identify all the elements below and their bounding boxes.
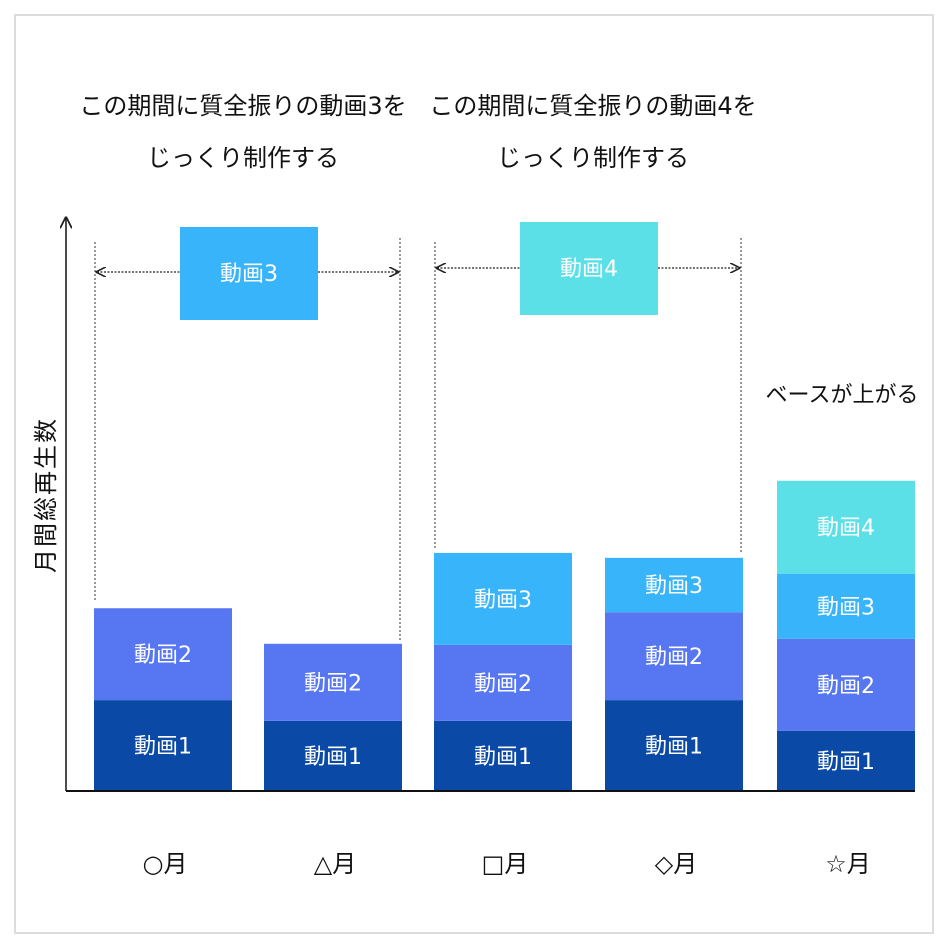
bar-segment-label-5-2: 動画2 <box>817 674 875 699</box>
bar-segment-1-2 <box>94 608 232 701</box>
bar-segment-4-1 <box>605 700 743 791</box>
period2-text-line1: この期間に質全振りの動画4を <box>429 92 756 120</box>
bar-segment-3-1 <box>434 720 572 791</box>
bar-segment-5-3 <box>777 573 915 639</box>
period2-video-box <box>520 222 658 315</box>
bar-segment-2-1 <box>264 720 402 791</box>
x-tick-label-4: ◇月 <box>655 850 697 878</box>
bar-segment-1-1 <box>94 700 232 791</box>
bar-segment-label-4-2: 動画2 <box>645 645 703 670</box>
bar-segment-3-3 <box>434 552 572 645</box>
bar-segment-label-4-1: 動画1 <box>645 735 703 760</box>
bar-segment-4-2 <box>605 612 743 701</box>
bar-segment-5-4 <box>777 480 915 574</box>
period1-video-box <box>180 227 318 320</box>
period1-video-box-label: 動画3 <box>220 262 278 287</box>
bar-segment-label-5-1: 動画1 <box>817 750 875 775</box>
bar-segment-label-3-3: 動画3 <box>474 588 532 613</box>
period1-text-line2: じっくり制作する <box>147 144 339 172</box>
bar-segment-label-3-1: 動画1 <box>474 745 532 770</box>
bar-segment-3-2 <box>434 644 572 721</box>
bar-segment-label-2-1: 動画1 <box>304 745 362 770</box>
bar-segment-label-2-2: 動画2 <box>304 671 362 696</box>
bar-segment-5-2 <box>777 638 915 731</box>
bar-segment-4-3 <box>605 557 743 613</box>
bar-segment-label-5-4: 動画4 <box>817 516 875 541</box>
x-tick-label-1: ○月 <box>143 850 188 878</box>
x-tick-label-5: ☆月 <box>825 850 871 878</box>
x-tick-label-3: □月 <box>482 850 529 878</box>
bars-group: 動画1 動画2 動画1 動画2 動画1 動画2 動画3 動画1 動画2 動画3 動画1 動画2 動画3 動… <box>94 480 915 791</box>
bar-segment-5-1 <box>777 730 915 791</box>
x-tick-labels: ○月 △月 □月 ◇月 ☆月 <box>143 850 871 878</box>
period1-text-line1: この期間に質全振りの動画3を <box>79 92 406 120</box>
bar-segment-label-1-2: 動画2 <box>134 643 192 668</box>
base-rises-note: ベースが上がる <box>766 383 919 408</box>
x-tick-label-2: △月 <box>314 850 356 878</box>
period2-text-line2: じっくり制作する <box>497 144 689 172</box>
y-axis-title: 月間総再生数 <box>32 417 60 573</box>
bar-segment-label-5-3: 動画3 <box>817 595 875 620</box>
bar-segment-2-2 <box>264 643 402 721</box>
period2-video-box-label: 動画4 <box>560 257 618 282</box>
bar-segment-label-1-1: 動画1 <box>134 735 192 760</box>
bar-segment-label-3-2: 動画2 <box>474 672 532 697</box>
bar-segment-label-4-3: 動画3 <box>645 574 703 599</box>
